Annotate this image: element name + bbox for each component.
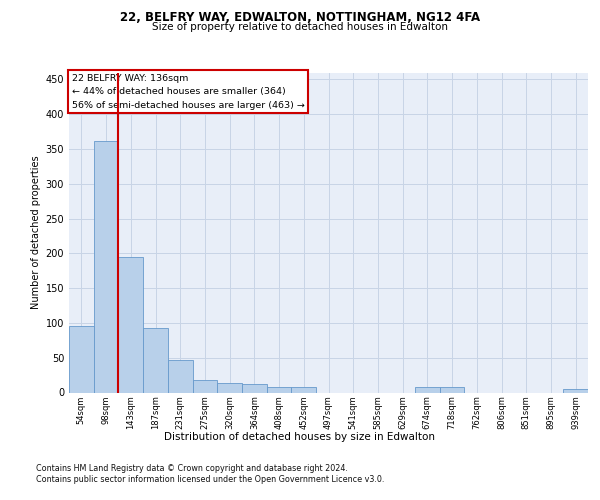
Text: Size of property relative to detached houses in Edwalton: Size of property relative to detached ho… [152, 22, 448, 32]
Text: Contains public sector information licensed under the Open Government Licence v3: Contains public sector information licen… [36, 475, 385, 484]
Bar [440, 387, 464, 392]
Bar [193, 380, 217, 392]
Text: Contains HM Land Registry data © Crown copyright and database right 2024.: Contains HM Land Registry data © Crown c… [36, 464, 348, 473]
Bar [267, 387, 292, 392]
Bar [168, 360, 193, 392]
Y-axis label: Number of detached properties: Number of detached properties [31, 156, 41, 310]
Bar [94, 140, 118, 392]
Bar [292, 387, 316, 392]
Text: 22 BELFRY WAY: 136sqm
← 44% of detached houses are smaller (364)
56% of semi-det: 22 BELFRY WAY: 136sqm ← 44% of detached … [71, 74, 304, 110]
Bar [69, 326, 94, 392]
Text: Distribution of detached houses by size in Edwalton: Distribution of detached houses by size … [164, 432, 436, 442]
Bar [143, 328, 168, 392]
Bar [242, 384, 267, 392]
Text: 22, BELFRY WAY, EDWALTON, NOTTINGHAM, NG12 4FA: 22, BELFRY WAY, EDWALTON, NOTTINGHAM, NG… [120, 11, 480, 24]
Bar [563, 389, 588, 392]
Bar [217, 383, 242, 392]
Bar [118, 257, 143, 392]
Bar [415, 387, 440, 392]
